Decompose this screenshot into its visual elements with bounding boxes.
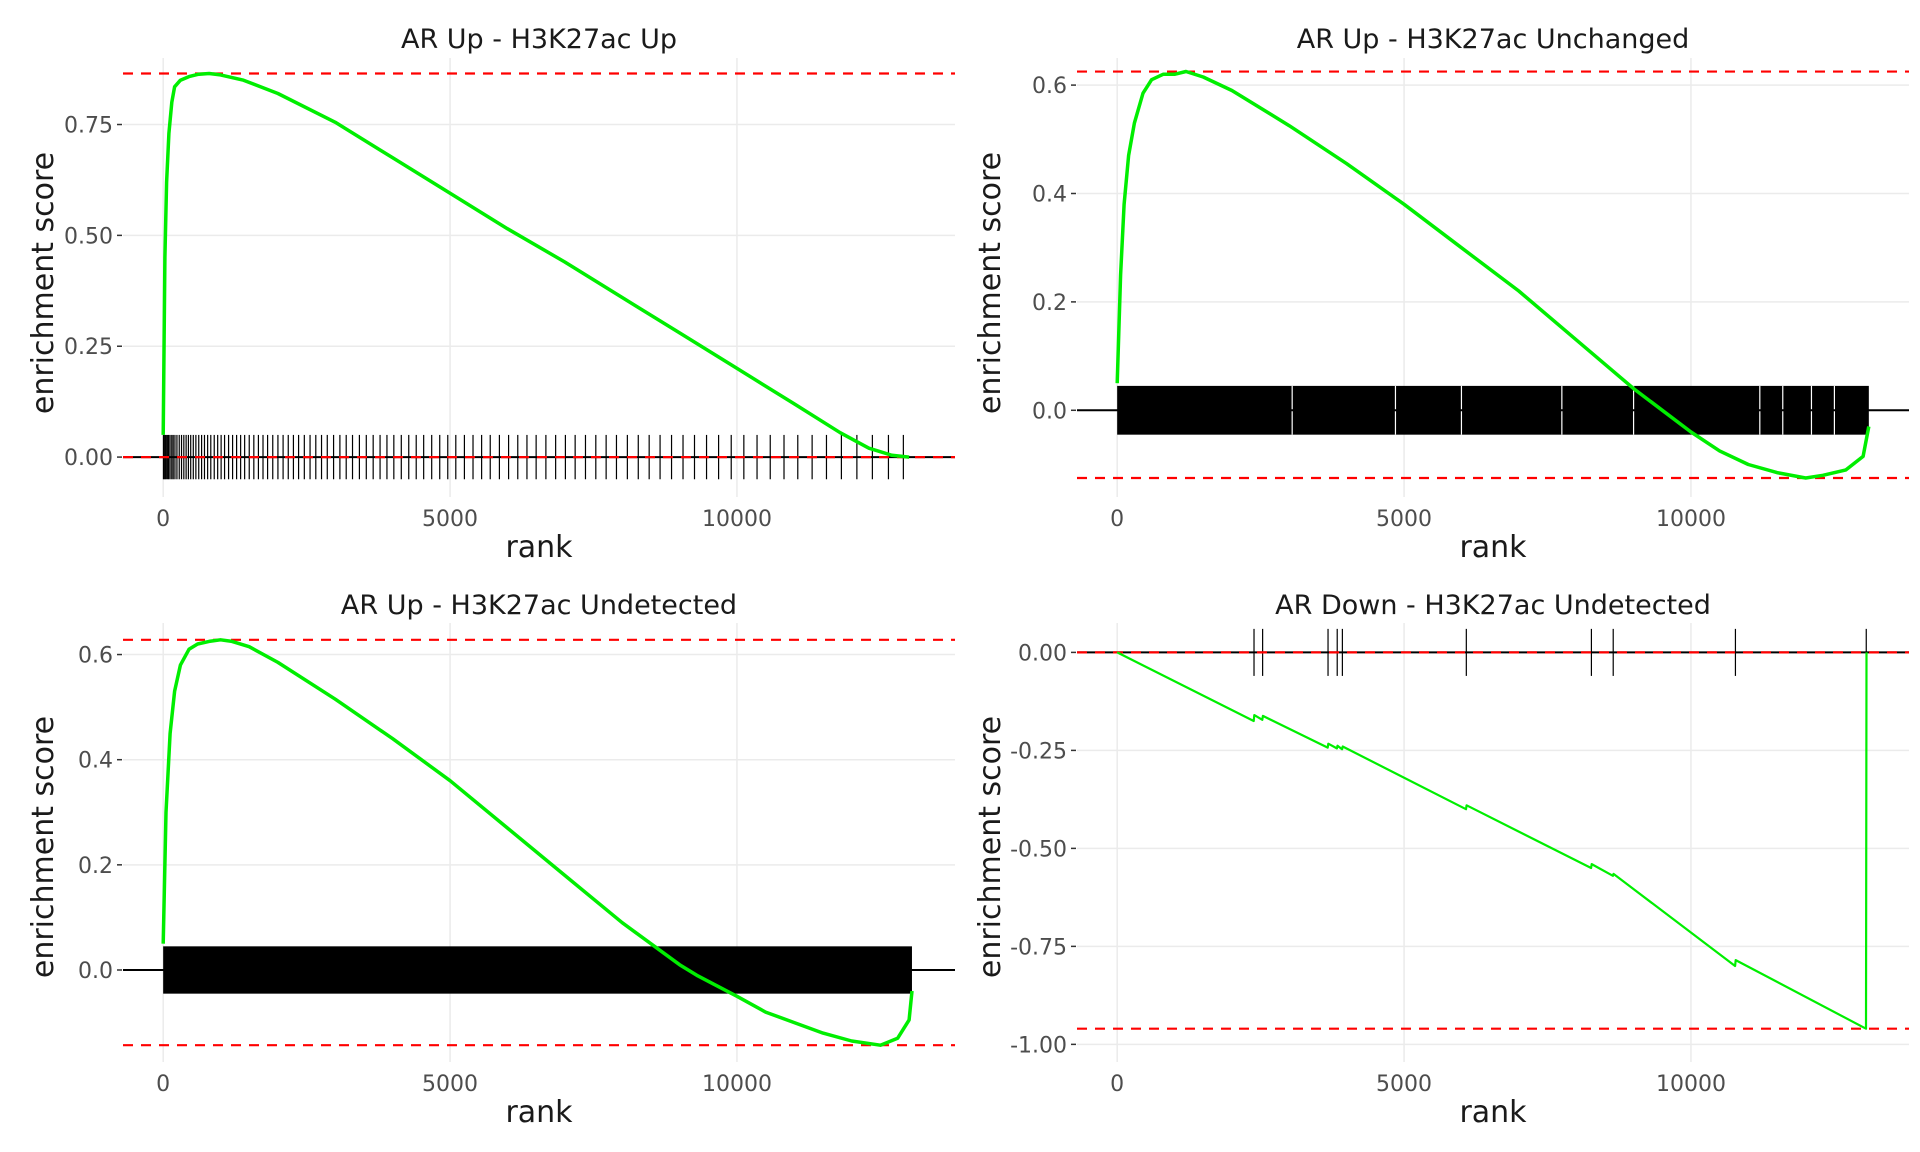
y-tick-label: 0.75 bbox=[64, 114, 113, 139]
enrichment-curve bbox=[1115, 69, 1871, 480]
enrichment-curve bbox=[161, 71, 910, 459]
x-axis-label: rank bbox=[505, 1095, 573, 1130]
x-axis-label: rank bbox=[1459, 530, 1527, 565]
y-tick-label: 0.6 bbox=[1032, 74, 1067, 99]
panel-title: AR Up - H3K27ac Up bbox=[401, 24, 677, 55]
x-tick-label: 0 bbox=[156, 1072, 170, 1097]
y-tick-label: -0.25 bbox=[1010, 739, 1067, 764]
y-tick-label: 0.2 bbox=[1032, 291, 1067, 316]
y-tick-label: 0.00 bbox=[1018, 641, 1067, 666]
plot-area: 0 5000 10000 0.0 0.2 0.4 0.6 bbox=[1032, 58, 1909, 532]
panel-ar-up-h3k27ac-up: AR Up - H3K27ac Up rank enrichment score… bbox=[26, 24, 955, 565]
x-tick-label: 5000 bbox=[422, 507, 478, 532]
y-tick-label: 0.4 bbox=[78, 749, 113, 774]
x-tick-label: 0 bbox=[1110, 507, 1124, 532]
y-tick-label: 0.6 bbox=[78, 644, 113, 669]
y-axis-label: enrichment score bbox=[26, 716, 61, 978]
y-tick-label: 0.25 bbox=[64, 335, 113, 360]
x-tick-label: 10000 bbox=[1656, 507, 1726, 532]
panel-ar-up-h3k27ac-unchanged: AR Up - H3K27ac Unchanged rank enrichmen… bbox=[973, 24, 1909, 565]
y-tick-label: 0.50 bbox=[64, 224, 113, 249]
x-tick-label: 10000 bbox=[1656, 1072, 1726, 1097]
x-axis-label: rank bbox=[1459, 1095, 1527, 1130]
y-tick-label: -0.75 bbox=[1010, 935, 1067, 960]
y-tick-label: 0.00 bbox=[64, 446, 113, 471]
y-tick-label: -0.50 bbox=[1010, 837, 1067, 862]
x-tick-label: 10000 bbox=[702, 1072, 772, 1097]
enrichment-curve bbox=[161, 638, 914, 1047]
panel-title: AR Down - H3K27ac Undetected bbox=[1275, 590, 1711, 621]
plot-area: 0 5000 10000 0.00 0.25 0.50 0.75 bbox=[64, 58, 955, 532]
y-tick-label: 0.2 bbox=[78, 854, 113, 879]
y-tick-label: -1.00 bbox=[1010, 1033, 1067, 1058]
x-tick-label: 0 bbox=[1110, 1072, 1124, 1097]
panel-title: AR Up - H3K27ac Undetected bbox=[341, 590, 737, 621]
y-tick-label: 0.0 bbox=[1032, 399, 1067, 424]
x-tick-label: 5000 bbox=[1376, 1072, 1432, 1097]
y-axis-label: enrichment score bbox=[973, 152, 1008, 414]
x-axis-label: rank bbox=[505, 530, 573, 565]
plot-area: 0 5000 10000 0.00 -0.25 -0.50 -0.75 -1.00 bbox=[1010, 623, 1909, 1097]
x-tick-label: 10000 bbox=[702, 507, 772, 532]
x-tick-label: 5000 bbox=[1376, 507, 1432, 532]
x-tick-label: 0 bbox=[156, 507, 170, 532]
enrichment-curve bbox=[1116, 651, 1868, 1030]
y-tick-label: 0.4 bbox=[1032, 182, 1067, 207]
y-axis-label: enrichment score bbox=[26, 152, 61, 414]
x-tick-label: 5000 bbox=[422, 1072, 478, 1097]
panel-ar-up-h3k27ac-undetected: AR Up - H3K27ac Undetected rank enrichme… bbox=[26, 590, 955, 1130]
panel-ar-down-h3k27ac-undetected: AR Down - H3K27ac Undetected rank enrich… bbox=[973, 590, 1909, 1130]
y-axis-label: enrichment score bbox=[973, 716, 1008, 978]
y-tick-label: 0.0 bbox=[78, 959, 113, 984]
panel-title: AR Up - H3K27ac Unchanged bbox=[1297, 24, 1690, 55]
plot-area: 0 5000 10000 0.0 0.2 0.4 0.6 bbox=[78, 623, 955, 1097]
